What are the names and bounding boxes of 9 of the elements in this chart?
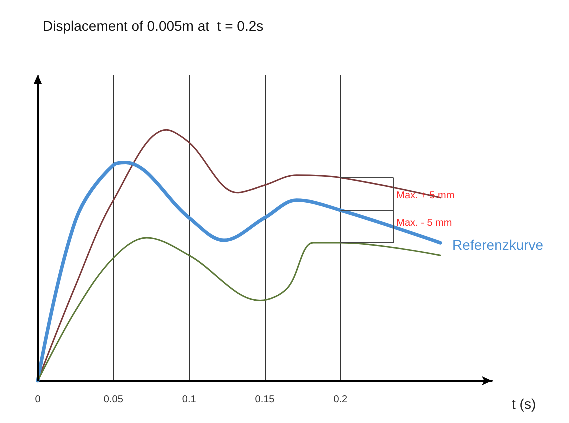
x-axis-title: t (s) (512, 396, 536, 412)
x-tick-label: 0.05 (104, 394, 124, 406)
annotation: Max. - 5 mm (396, 218, 452, 229)
x-tick-label: 0.2 (334, 394, 348, 406)
x-tick-label: 0.1 (182, 394, 197, 406)
chart-title: Displacement of 0.005m at t = 0.2s (43, 18, 264, 34)
x-tick-label: 0 (35, 394, 42, 406)
x-tick-label: 0.15 (255, 394, 276, 406)
series-label: Referenzkurve (452, 237, 544, 254)
